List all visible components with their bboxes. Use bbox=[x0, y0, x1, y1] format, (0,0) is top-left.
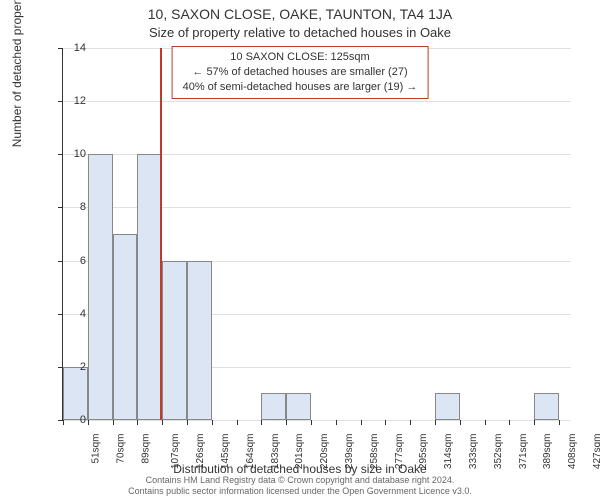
annotation-box: 10 SAXON CLOSE: 125sqm ← 57% of detached… bbox=[172, 46, 429, 99]
ytick-label: 2 bbox=[80, 361, 86, 373]
xtick-label: 51sqm bbox=[91, 434, 102, 464]
histogram-bar bbox=[88, 154, 113, 420]
histogram-bar bbox=[261, 393, 286, 420]
xtick-label: 314sqm bbox=[443, 434, 454, 470]
gridline bbox=[63, 101, 571, 102]
chart-subtitle: Size of property relative to detached ho… bbox=[0, 25, 600, 40]
xtick-mark bbox=[63, 420, 64, 425]
xtick-mark bbox=[336, 420, 337, 425]
xtick-label: 258sqm bbox=[369, 434, 380, 470]
xtick-mark bbox=[361, 420, 362, 425]
ytick-label: 6 bbox=[80, 255, 86, 267]
xtick-mark bbox=[286, 420, 287, 425]
xtick-label: 183sqm bbox=[270, 434, 281, 470]
xtick-label: 389sqm bbox=[542, 434, 553, 470]
gridline bbox=[63, 420, 571, 421]
ytick-label: 4 bbox=[80, 308, 86, 320]
xtick-label: 239sqm bbox=[344, 434, 355, 470]
xtick-label: 277sqm bbox=[394, 434, 405, 470]
xtick-label: 145sqm bbox=[220, 434, 231, 470]
xtick-label: 70sqm bbox=[116, 434, 127, 464]
xtick-mark bbox=[559, 420, 560, 425]
ytick-mark bbox=[58, 207, 63, 208]
footer-line1: Contains HM Land Registry data © Crown c… bbox=[0, 475, 600, 486]
ytick-mark bbox=[58, 48, 63, 49]
xtick-mark bbox=[113, 420, 114, 425]
histogram-bar bbox=[137, 154, 162, 420]
histogram-bar bbox=[162, 261, 187, 420]
histogram-bar bbox=[187, 261, 212, 420]
ytick-mark bbox=[58, 314, 63, 315]
xtick-mark bbox=[385, 420, 386, 425]
ytick-mark bbox=[58, 101, 63, 102]
marker-line bbox=[160, 48, 162, 420]
xtick-label: 126sqm bbox=[195, 434, 206, 470]
xtick-mark bbox=[460, 420, 461, 425]
xtick-mark bbox=[88, 420, 89, 425]
xtick-label: 220sqm bbox=[319, 434, 330, 470]
ytick-mark bbox=[58, 261, 63, 262]
plot-area bbox=[62, 48, 571, 421]
xtick-label: 371sqm bbox=[518, 434, 529, 470]
xtick-label: 427sqm bbox=[592, 434, 600, 470]
histogram-bar bbox=[63, 367, 88, 420]
footer-line2: Contains public sector information licen… bbox=[0, 486, 600, 497]
xtick-label: 408sqm bbox=[567, 434, 578, 470]
y-axis-label: Number of detached properties bbox=[10, 0, 24, 147]
histogram-bar bbox=[435, 393, 460, 420]
xtick-mark bbox=[410, 420, 411, 425]
xtick-mark bbox=[187, 420, 188, 425]
xtick-mark bbox=[485, 420, 486, 425]
xtick-mark bbox=[509, 420, 510, 425]
xtick-label: 201sqm bbox=[294, 434, 305, 470]
xtick-label: 164sqm bbox=[245, 434, 256, 470]
xtick-mark bbox=[435, 420, 436, 425]
xtick-label: 107sqm bbox=[170, 434, 181, 470]
ytick-label: 0 bbox=[80, 414, 86, 426]
xtick-mark bbox=[212, 420, 213, 425]
xtick-mark bbox=[534, 420, 535, 425]
ytick-label: 12 bbox=[74, 95, 86, 107]
chart-title: 10, SAXON CLOSE, OAKE, TAUNTON, TA4 1JA bbox=[0, 6, 600, 22]
xtick-label: 89sqm bbox=[141, 434, 152, 464]
histogram-bar bbox=[113, 234, 137, 420]
xtick-mark bbox=[237, 420, 238, 425]
xtick-mark bbox=[137, 420, 138, 425]
ytick-mark bbox=[58, 154, 63, 155]
xtick-mark bbox=[162, 420, 163, 425]
ytick-label: 14 bbox=[74, 42, 86, 54]
annotation-line3: 40% of semi-detached houses are larger (… bbox=[183, 80, 418, 95]
xtick-label: 352sqm bbox=[493, 434, 504, 470]
histogram-bar bbox=[286, 393, 311, 420]
chart-container: 10, SAXON CLOSE, OAKE, TAUNTON, TA4 1JA … bbox=[0, 0, 600, 500]
xtick-mark bbox=[311, 420, 312, 425]
ytick-label: 10 bbox=[74, 148, 86, 160]
ytick-label: 8 bbox=[80, 201, 86, 213]
histogram-bar bbox=[534, 393, 559, 420]
xtick-mark bbox=[261, 420, 262, 425]
footer-attribution: Contains HM Land Registry data © Crown c… bbox=[0, 475, 600, 497]
annotation-line1: 10 SAXON CLOSE: 125sqm bbox=[183, 50, 418, 65]
annotation-line2: ← 57% of detached houses are smaller (27… bbox=[183, 65, 418, 80]
xtick-label: 295sqm bbox=[418, 434, 429, 470]
xtick-label: 333sqm bbox=[468, 434, 479, 470]
